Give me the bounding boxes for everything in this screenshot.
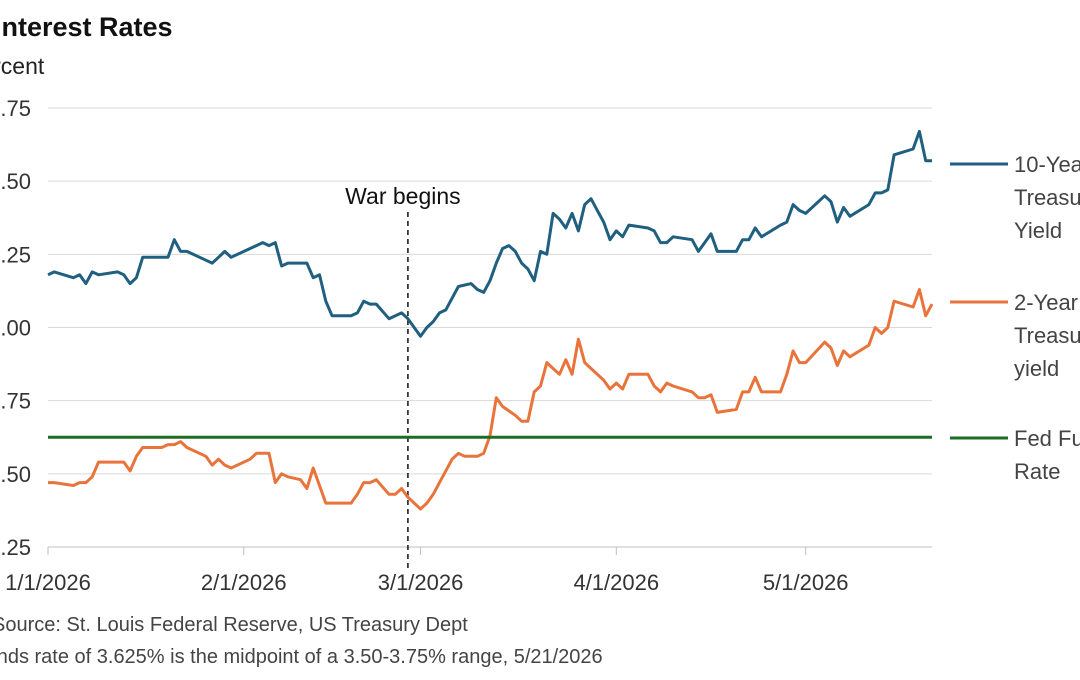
legend-ten-year: 10-Year Treasury Yield — [950, 152, 1080, 243]
x-tick-label: 3/1/2026 — [378, 570, 464, 595]
y-tick-label: 4.75 — [0, 96, 31, 121]
y-axis-tick-labels: 3.25 3.50 3.75 4.00 4.25 4.50 4.75 — [0, 96, 31, 560]
legend-label: Yield — [1014, 218, 1062, 243]
x-tick-label: 1/1/2026 — [5, 570, 91, 595]
y-tick-label: 4.50 — [0, 169, 31, 194]
chart-subtitle: Percent — [0, 53, 45, 79]
chart-title: Interest Rates — [0, 12, 173, 42]
y-tick-label: 3.50 — [0, 462, 31, 487]
legend-label: Rate — [1014, 459, 1060, 484]
x-tick-label: 5/1/2026 — [763, 570, 849, 595]
y-tick-label: 4.00 — [0, 316, 31, 341]
x-tick-label: 4/1/2026 — [573, 570, 659, 595]
y-tick-label: 4.25 — [0, 242, 31, 267]
footnote-fed-funds: Fed funds rate of 3.625% is the midpoint… — [0, 646, 603, 668]
gridlines — [48, 107, 932, 475]
legend-label: 10-Year — [1014, 152, 1080, 177]
legend-label: Fed Funds — [1014, 426, 1080, 451]
y-tick-label: 3.75 — [0, 389, 31, 414]
annotation: War begins — [345, 183, 461, 568]
x-tick-label: 2/1/2026 — [201, 570, 287, 595]
legend-two-year: 2-Year Treasury yield — [950, 290, 1080, 381]
x-axis: 1/1/2026 2/1/2026 3/1/2026 4/1/2026 5/1/2026 — [5, 546, 932, 595]
legend-label: 2-Year — [1014, 290, 1078, 315]
war-begins-label: War begins — [345, 183, 460, 209]
legend-fed-funds: Fed Funds Rate — [950, 426, 1080, 484]
two-year-yield-line — [48, 288, 934, 511]
y-tick-label: 3.25 — [0, 535, 31, 560]
legend-label: Treasury — [1014, 185, 1080, 210]
footnote-source: Source: St. Louis Federal Reserve, US Tr… — [0, 614, 468, 636]
ten-year-yield-line — [47, 129, 932, 338]
legend-label: Treasury — [1014, 323, 1080, 348]
legend-label: yield — [1014, 356, 1059, 381]
legend: 10-Year Treasury Yield 2-Year Treasury yield F… — [950, 152, 1080, 484]
series-lines — [47, 129, 934, 511]
